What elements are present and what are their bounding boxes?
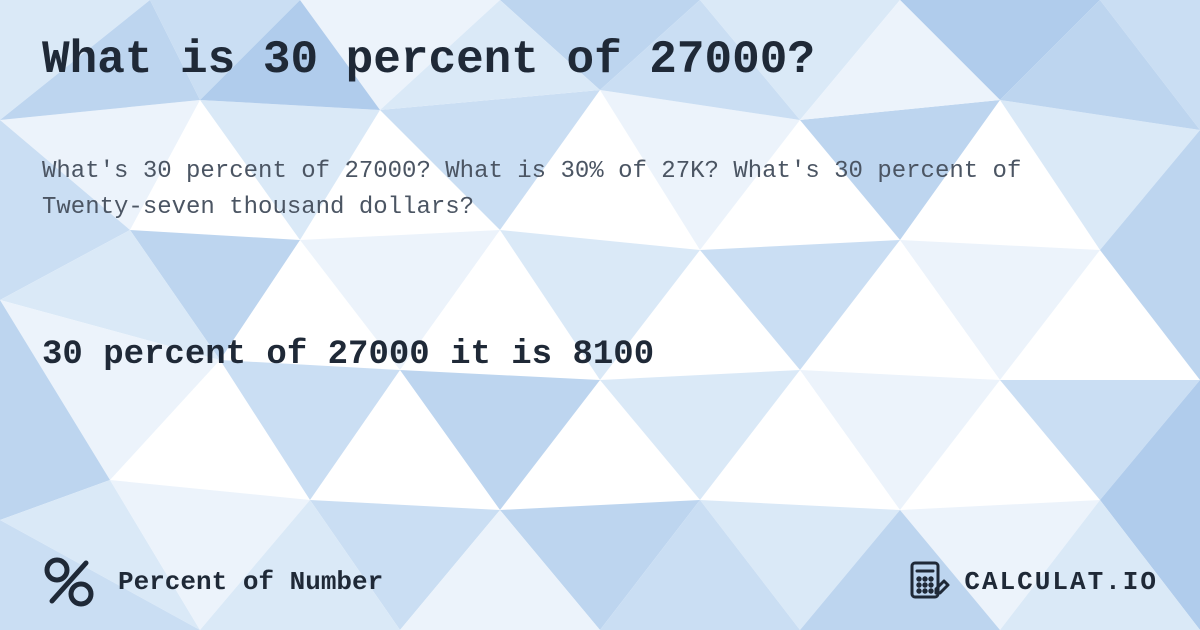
page-title: What is 30 percent of 27000?	[42, 34, 1158, 86]
footer: Percent of Number	[0, 534, 1200, 630]
footer-label: Percent of Number	[118, 567, 383, 597]
brand: CALCULAT.IO	[906, 559, 1158, 605]
brand-text: CALCULAT.IO	[964, 567, 1158, 597]
percent-icon	[42, 555, 96, 609]
page-subtitle: What's 30 percent of 27000? What is 30% …	[42, 154, 1062, 226]
footer-left: Percent of Number	[42, 555, 383, 609]
brand-logo-icon	[906, 559, 952, 605]
answer-text: 30 percent of 27000 it is 8100	[42, 336, 1158, 374]
